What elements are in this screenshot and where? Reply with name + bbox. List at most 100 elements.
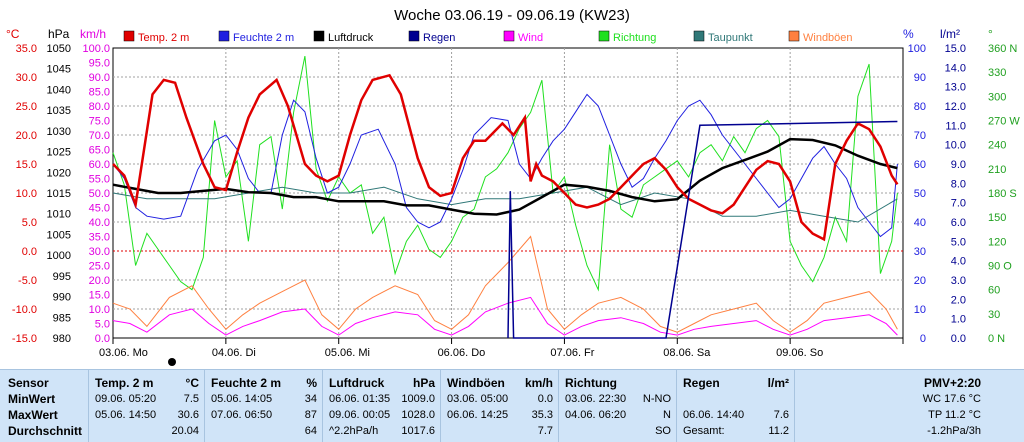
x-tick-label: 03.06. Mo: [99, 347, 148, 359]
temp-unit: °C: [185, 376, 199, 390]
axis-unit-temp: °C: [6, 27, 20, 41]
tick-label-dir: 180 S: [988, 188, 1017, 200]
dir-max-time: 04.06. 06:20: [565, 409, 627, 421]
legend-swatch: [218, 30, 230, 42]
legend-swatch: [313, 30, 325, 42]
tick-label-wind: 15.0: [89, 290, 110, 302]
tick-label-press: 1035: [47, 105, 71, 117]
tick-label-temp: 5.0: [22, 217, 37, 229]
tick-label-temp: 35.0: [16, 43, 37, 55]
legend-label: Regen: [423, 32, 455, 44]
tick-label-temp: 20.0: [16, 130, 37, 142]
rain-unit: l/m²: [767, 376, 789, 390]
plot-area: [112, 56, 899, 339]
tick-label-dir: 30: [988, 309, 1000, 321]
hum-max-time: 07.06. 06:50: [211, 409, 273, 421]
temp-min-value: 7.5: [183, 393, 199, 405]
legend-swatch: [693, 30, 705, 42]
tick-label-wind: 85.0: [89, 87, 110, 99]
tick-label-rain: 8.0: [951, 178, 966, 190]
row-label-avg: Durchschnitt: [8, 424, 83, 438]
tick-label-wind: 70.0: [89, 130, 110, 142]
dir-max-value: N: [663, 409, 671, 421]
tick-label-press: 1005: [47, 229, 71, 241]
rain-total-label: Gesamt:: [683, 425, 725, 437]
pmv-header: PMV+2:20: [923, 376, 981, 390]
weather-chart: Woche 03.06.19 - 09.06.19 (KW23) °C hPa …: [6, 7, 1021, 366]
col-pmv: PMV+2:20 WC 17.6 °C TP 11.2 °C -1.2hPa/3…: [794, 370, 1024, 442]
chart-legend: Temp. 2 m Feuchte 2 m Luftdruck Regen Wind Ri…: [123, 30, 853, 44]
tick-label-hum: 90: [914, 72, 926, 84]
tick-label-temp: -15.0: [12, 333, 37, 345]
tick-label-wind: 35.0: [89, 232, 110, 244]
tick-label-hum: 20: [914, 275, 926, 287]
tick-label-press: 985: [53, 312, 71, 324]
dir-header: Richtung: [565, 376, 617, 390]
press-min-value: 1009.0: [401, 393, 435, 405]
tick-label-wind: 100.0: [82, 43, 110, 55]
col-sensor: Sensor MinWert MaxWert Durchschnitt: [0, 370, 88, 442]
tick-label-temp: 15.0: [16, 159, 37, 171]
legend-label: Wind: [518, 32, 543, 44]
current-time-marker: [168, 358, 176, 366]
axis-unit-press: hPa: [48, 27, 70, 41]
row-label-min: MinWert: [8, 392, 56, 406]
tick-label-rain: 4.0: [951, 256, 966, 268]
tick-label-wind: 10.0: [89, 304, 110, 316]
col-press: Luftdruck hPa 06.06. 01:35 1009.0 09.06.…: [322, 370, 441, 442]
tick-label-wind: 0.0: [95, 333, 110, 345]
pmv-windchill: WC 17.6 °C: [922, 393, 981, 405]
tick-label-rain: 15.0: [945, 43, 966, 55]
tick-label-press: 1030: [47, 126, 71, 138]
tick-label-press: 1045: [47, 64, 71, 76]
tick-label-temp: 25.0: [16, 101, 37, 113]
tick-label-wind: 75.0: [89, 116, 110, 128]
tick-label-rain: 12.0: [945, 101, 966, 113]
tick-label-rain: 10.0: [945, 140, 966, 152]
press-max-value: 1028.0: [401, 409, 435, 421]
legend-swatch: [598, 30, 610, 42]
pmv-pressure-trend: -1.2hPa/3h: [927, 425, 981, 437]
chart-title: Woche 03.06.19 - 09.06.19 (KW23): [394, 7, 630, 24]
legend-label: Richtung: [613, 32, 656, 44]
press-max-time: 09.06. 00:05: [329, 409, 391, 421]
series-line-luftdruck: [112, 137, 898, 216]
gust-min-value: 0.0: [537, 393, 553, 405]
row-label-max: MaxWert: [8, 408, 58, 422]
col-hum: Feuchte 2 m % 05.06. 14:05 34 07.06. 06:…: [204, 370, 323, 442]
x-tick-label: 07.06. Fr: [550, 347, 594, 359]
series-line-regen: [507, 120, 898, 339]
tick-label-rain: 0.0: [951, 333, 966, 345]
tick-label-hum: 40: [914, 217, 926, 229]
rain-header: Regen: [683, 376, 720, 390]
tick-label-rain: 1.0: [951, 314, 966, 326]
tick-label-press: 990: [53, 292, 71, 304]
tick-label-dir: 150: [988, 212, 1006, 224]
x-tick-label: 06.06. Do: [438, 347, 486, 359]
rain-max-time: 06.06. 14:40: [683, 409, 745, 421]
gust-avg-value: 7.7: [537, 425, 553, 437]
x-tick-label: 08.06. Sa: [663, 347, 711, 359]
legend-label: Temp. 2 m: [138, 32, 189, 44]
tick-label-press: 1020: [47, 167, 71, 179]
tick-label-press: 1050: [47, 43, 71, 55]
gust-unit: km/h: [524, 376, 553, 390]
tick-label-wind: 45.0: [89, 203, 110, 215]
axis-unit-rain: l/m²: [940, 27, 960, 41]
tick-label-rain: 7.0: [951, 198, 966, 210]
col-temp: Temp. 2 m °C 09.06. 05:20 7.5 05.06. 14:…: [88, 370, 205, 442]
pmv-dewpoint: TP 11.2 °C: [928, 409, 981, 421]
gust-header: Windböen: [447, 376, 505, 390]
tick-label-rain: 6.0: [951, 217, 966, 229]
tick-label-wind: 5.0: [95, 319, 110, 331]
hum-max-value: 87: [304, 409, 317, 421]
tick-label-press: 995: [53, 271, 71, 283]
tick-label-dir: 60: [988, 285, 1000, 297]
tick-label-wind: 20.0: [89, 275, 110, 287]
tick-label-temp: 10.0: [16, 188, 37, 200]
press-avg-value: 1017.6: [401, 425, 435, 437]
tick-label-press: 1000: [47, 250, 71, 262]
tick-label-dir: 210: [988, 164, 1006, 176]
series-line-richtung: [112, 56, 898, 292]
tick-label-wind: 65.0: [89, 145, 110, 157]
